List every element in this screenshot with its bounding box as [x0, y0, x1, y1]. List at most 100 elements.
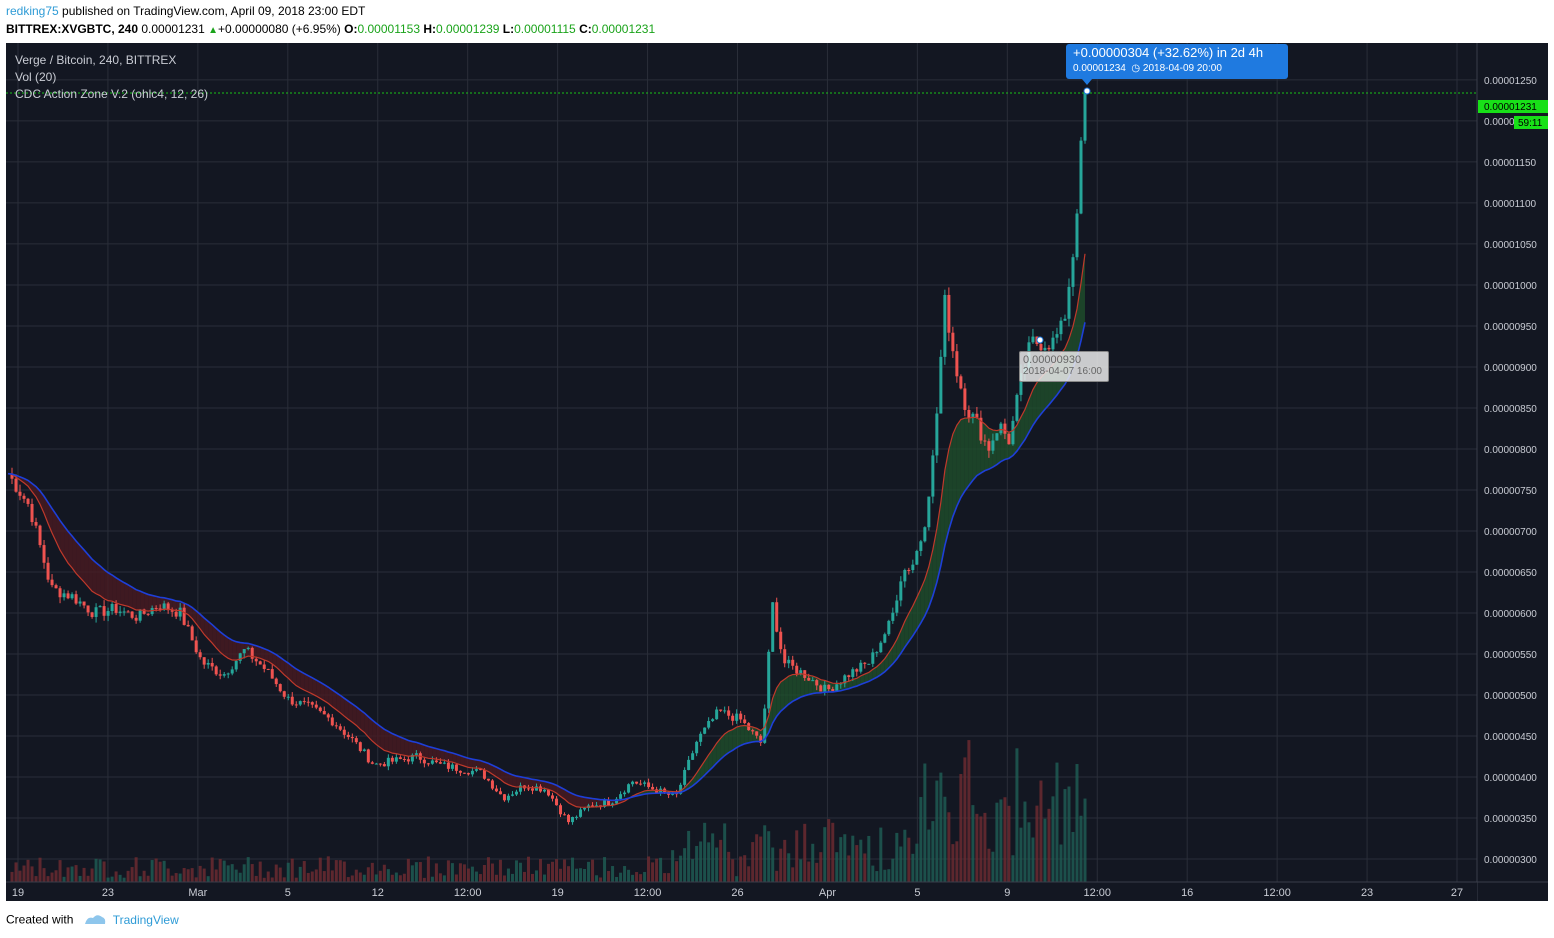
volume-bar — [575, 868, 579, 882]
candle-body — [242, 649, 246, 654]
candle-body — [819, 685, 823, 692]
volume-bar — [787, 853, 791, 882]
candle-body — [907, 569, 911, 571]
volume-bar — [923, 763, 927, 882]
time-tick-label: 5 — [914, 887, 920, 899]
author-link[interactable]: redking75 — [6, 4, 59, 18]
price-tick-label: 0.00001200 — [1484, 117, 1537, 128]
candle-body — [1011, 420, 1015, 445]
zone-segment — [440, 749, 445, 761]
candle-body — [635, 781, 639, 784]
volume-bar — [354, 869, 358, 882]
zone-segment — [208, 621, 213, 644]
volume-bar — [298, 866, 302, 882]
zone-segment — [368, 716, 373, 742]
volume-bar — [835, 852, 839, 882]
candle-body — [1055, 334, 1059, 338]
volume-bar — [178, 873, 182, 882]
volume-bar — [1071, 831, 1075, 882]
candle-body — [855, 669, 859, 672]
zone-segment — [912, 597, 917, 636]
zone-segment — [1076, 283, 1081, 357]
zone-segment — [412, 741, 417, 757]
candle-body — [1043, 347, 1047, 351]
volume-bar — [555, 859, 559, 882]
tradingview-link[interactable]: TradingView — [112, 912, 179, 927]
candle-body — [10, 473, 14, 479]
volume-bar — [26, 859, 30, 882]
zone-segment — [144, 592, 149, 612]
volume-bar — [863, 853, 867, 882]
zone-segment — [776, 681, 781, 717]
candle-body — [74, 594, 78, 604]
candle-body — [462, 772, 466, 774]
volume-bar — [506, 868, 510, 882]
candle-body — [138, 609, 142, 621]
candle-body — [995, 433, 999, 441]
volume-bar — [334, 860, 338, 882]
measure-start-point — [1036, 336, 1044, 344]
price-tick-label: 0.00001100 — [1484, 199, 1537, 210]
candle-body — [434, 760, 438, 763]
change-value: +0.00000080 (+6.95%) — [218, 22, 341, 36]
volume-bar — [739, 856, 743, 882]
candle-body — [98, 606, 102, 608]
candle-body — [186, 624, 190, 627]
volume-bar — [234, 869, 238, 882]
volume-bar — [795, 830, 799, 882]
cursor-date: 2018-04-07 16:00 — [1023, 366, 1102, 377]
volume-bar — [883, 869, 887, 882]
volume-bar — [486, 857, 490, 882]
candle-body — [394, 757, 398, 762]
volume-bar — [310, 871, 314, 882]
volume-bar — [482, 864, 486, 882]
candle-body — [623, 792, 627, 795]
volume-bar — [667, 873, 671, 882]
candle-body — [827, 684, 831, 690]
zone-segment — [332, 689, 337, 710]
volume-bar — [867, 835, 871, 882]
volume-bar — [1007, 805, 1011, 882]
zone-segment — [244, 643, 249, 658]
volume-bar — [1075, 764, 1079, 882]
volume-bar — [895, 832, 899, 882]
candle-body — [270, 669, 274, 679]
candle-body — [314, 704, 318, 708]
zone-segment — [136, 589, 141, 611]
volume-bar — [462, 864, 466, 882]
candle-body — [963, 388, 967, 410]
volume-bar — [134, 857, 138, 882]
volume-bar — [783, 839, 787, 882]
volume-bar — [803, 823, 807, 882]
zone-segment — [860, 674, 865, 685]
publish-line: redking75 published on TradingView.com, … — [6, 4, 365, 18]
candle-body — [106, 611, 110, 616]
zone-segment — [700, 760, 705, 780]
volume-bar — [979, 816, 983, 882]
volume-bar — [567, 866, 571, 882]
volume-bar — [591, 859, 595, 882]
candle-body — [310, 702, 314, 705]
candle-body — [759, 735, 763, 743]
zone-segment — [280, 657, 285, 675]
candle-body — [859, 662, 863, 672]
zone-segment — [496, 767, 501, 780]
candle-body — [534, 786, 538, 791]
candle-body — [843, 675, 847, 684]
volume-bar — [571, 857, 575, 882]
candle-body — [683, 769, 687, 785]
candle-body — [254, 658, 258, 662]
volume-bar — [871, 865, 875, 882]
price-tick-label: 0.00000400 — [1484, 773, 1537, 784]
volume-bar — [294, 877, 298, 882]
zone-segment — [968, 417, 973, 486]
created-with-text: Created with — [6, 912, 74, 927]
candle-body — [1015, 394, 1019, 421]
volume-bar — [306, 872, 310, 882]
measure-date: 2018-04-09 20:00 — [1142, 63, 1222, 74]
candle-body — [547, 789, 550, 796]
price-tick-label: 0.00001250 — [1484, 76, 1537, 87]
volume-bar — [903, 829, 907, 882]
zone-segment — [376, 723, 381, 748]
price-chart[interactable]: 0.00001250 0.00001200 0.00001150 0.00001100… — [6, 43, 1548, 901]
